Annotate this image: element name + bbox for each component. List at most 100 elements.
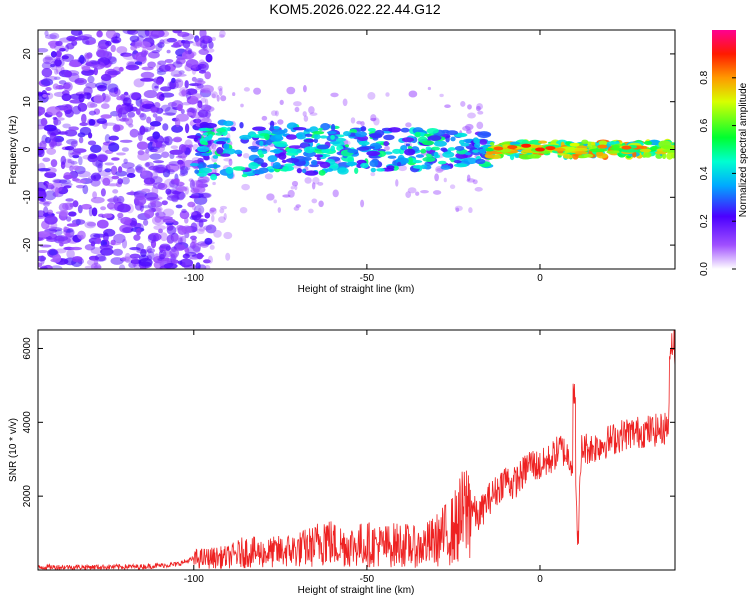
spectrogram-blob — [154, 206, 163, 213]
spectrogram-blob — [574, 147, 589, 152]
spectrogram-blob — [155, 141, 163, 148]
spectrogram-blob — [66, 223, 79, 227]
spectrogram-blob — [336, 137, 346, 142]
spectrogram-y-tick-label: 10 — [22, 96, 33, 108]
spectrogram-blob — [46, 147, 57, 155]
spectrogram-blob — [405, 191, 412, 198]
spectrogram-blob — [81, 34, 93, 39]
spectrogram-blob — [152, 131, 161, 140]
spectrogram-blob — [116, 195, 125, 204]
spectrogram-blob — [211, 36, 216, 42]
spectrogram-blob — [437, 160, 447, 165]
spectrogram-blob — [330, 134, 335, 140]
spectrogram-blob — [106, 198, 120, 203]
spectrogram-blob — [40, 197, 47, 202]
spectrogram-blob — [400, 127, 410, 133]
spectrogram-blob — [184, 123, 190, 134]
spectrogram-blob — [242, 153, 250, 159]
spectrogram-blob — [84, 221, 97, 229]
spectrogram-blob — [54, 187, 59, 197]
spectrogram-blob — [193, 204, 205, 215]
spectrogram-blob — [426, 127, 439, 134]
spectrogram-blob — [124, 252, 131, 261]
spectrogram-blob — [139, 170, 153, 180]
spectrogram-blob — [203, 122, 217, 129]
spectrogram-blob — [126, 172, 136, 179]
colorbar-tick-label: 0.0 — [699, 262, 710, 276]
spectrogram-blob — [223, 143, 230, 150]
spectrogram-blob — [150, 106, 158, 114]
spectrogram-blob — [500, 149, 511, 153]
spectrogram-blob — [360, 126, 367, 132]
spectrogram-y-tick-label: 0 — [22, 146, 33, 152]
spectrogram-blob — [175, 113, 189, 122]
spectrogram-blob — [490, 141, 495, 146]
spectrogram-blob — [136, 141, 149, 150]
spectrogram-blob — [90, 144, 102, 154]
spectrogram-blob — [93, 174, 101, 180]
spectrogram-blob — [204, 36, 208, 45]
spectrogram-blob — [53, 179, 68, 184]
spectrogram-blob — [474, 187, 483, 192]
snr-panel: -100 -50 0 2000 4000 6000 Height of straight… — [8, 329, 676, 596]
spectrogram-blob — [97, 84, 107, 92]
spectrogram-blob — [137, 151, 150, 161]
spectrogram-blob — [360, 162, 369, 169]
spectrogram-blob — [52, 253, 62, 263]
spectrogram-blob — [47, 209, 54, 215]
spectrogram-blob — [285, 134, 297, 140]
colorbar-label: Normalized spectral amplitude — [738, 82, 749, 217]
spectrogram-y-tick-label: -20 — [22, 237, 33, 252]
spectrogram-blob — [49, 140, 55, 150]
spectrogram-blob — [96, 237, 102, 245]
spectrogram-blob — [200, 84, 214, 94]
spectrogram-blob — [78, 31, 84, 37]
spectrogram-blob — [198, 226, 206, 232]
spectrogram-blob — [138, 113, 145, 118]
spectrogram-blob — [61, 93, 72, 102]
snr-frame — [37, 329, 676, 571]
colorbar-tick-label: 0.8 — [699, 70, 710, 84]
spectrogram-blob — [170, 145, 179, 150]
spectrogram-blob — [173, 136, 183, 143]
spectrogram-blob — [453, 159, 462, 164]
spectrogram-blob — [149, 176, 163, 184]
spectrogram-blob — [161, 257, 172, 264]
spectrogram-blob — [157, 182, 168, 191]
spectrogram-blob — [211, 143, 217, 150]
spectrogram-blob — [181, 208, 187, 214]
spectrogram-blob — [387, 155, 397, 159]
spectrogram-blob — [332, 189, 339, 198]
spectrogram-blob — [44, 136, 52, 144]
spectrogram-blob — [192, 243, 200, 247]
spectrogram-blob — [64, 109, 74, 118]
spectrogram-blob — [120, 216, 132, 225]
spectrogram-blob — [145, 162, 150, 167]
spectrogram-blob — [43, 201, 50, 207]
spectrogram-blob — [194, 35, 200, 43]
spectrogram-blob — [193, 137, 198, 142]
spectrogram-blob — [45, 92, 54, 100]
spectrogram-blob — [205, 131, 216, 137]
spectrogram-blob — [189, 241, 196, 249]
spectrogram-blob — [158, 228, 163, 234]
spectrogram-blob — [590, 141, 596, 146]
spectrogram-blob — [205, 224, 217, 234]
spectrogram-blob — [610, 146, 619, 151]
spectrogram-blob — [392, 148, 402, 154]
spectrogram-blob — [86, 101, 95, 109]
spectrogram-blob — [44, 34, 57, 40]
spectrogram-blob — [467, 112, 476, 119]
spectrogram-blob — [203, 259, 211, 264]
spectrogram-blob — [211, 93, 216, 99]
spectrogram-blob — [110, 44, 116, 53]
spectrogram-blob — [177, 260, 183, 265]
spectrogram-blob — [102, 213, 113, 219]
spectrogram-blob — [444, 104, 451, 108]
spectrogram-blob — [434, 173, 439, 182]
spectrogram-blob — [155, 78, 163, 85]
spectrogram-blob — [218, 88, 223, 96]
spectrogram-blob — [240, 103, 244, 108]
spectrogram-blob — [313, 133, 321, 140]
